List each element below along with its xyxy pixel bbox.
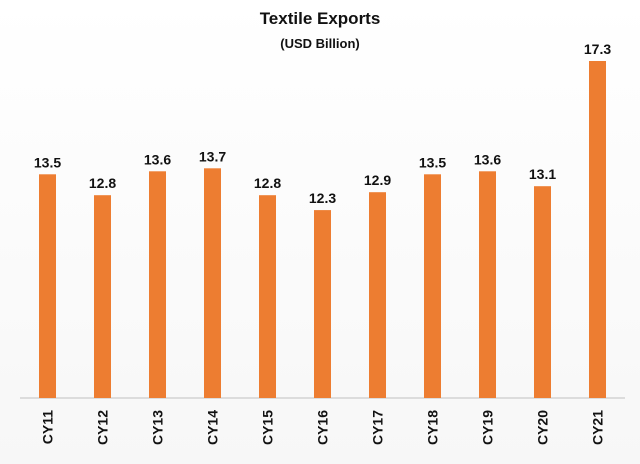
x-tick-label-cy13: CY13 [150, 410, 166, 445]
data-label-cy19: 13.6 [474, 151, 501, 167]
chart-subtitle: (USD Billion) [280, 36, 360, 51]
bar-cy21 [589, 61, 606, 398]
bar-cy18 [424, 174, 441, 398]
data-label-cy18: 13.5 [419, 154, 446, 170]
data-label-cy20: 13.1 [529, 166, 556, 182]
x-tick-label-cy19: CY19 [480, 410, 496, 445]
x-tick-label-cy15: CY15 [260, 410, 276, 445]
x-tick-label-cy21: CY21 [590, 410, 606, 445]
bar-cy12 [94, 195, 111, 398]
x-tick-label-cy11: CY11 [40, 410, 56, 444]
data-label-cy15: 12.8 [254, 175, 281, 191]
chart-title: Textile Exports [259, 9, 381, 28]
bar-cy15 [259, 195, 276, 398]
bar-cy20 [534, 186, 551, 398]
data-label-cy16: 12.3 [309, 190, 336, 206]
x-tick-label-cy12: CY12 [95, 410, 111, 445]
x-tick-label-cy18: CY18 [425, 410, 441, 445]
bar-cy19 [479, 171, 496, 398]
x-tick-label-cy17: CY17 [370, 410, 386, 445]
bar-cy16 [314, 210, 331, 398]
bar-cy14 [204, 168, 221, 398]
bar-cy13 [149, 171, 166, 398]
data-label-cy12: 12.8 [89, 175, 116, 191]
bar-cy17 [369, 192, 386, 398]
data-label-cy13: 13.6 [144, 151, 171, 167]
data-label-cy21: 17.3 [584, 41, 611, 57]
bar-cy11 [39, 174, 56, 398]
data-label-cy17: 12.9 [364, 172, 391, 188]
x-tick-label-cy14: CY14 [205, 410, 221, 445]
data-label-cy11: 13.5 [34, 154, 61, 170]
x-tick-label-cy20: CY20 [535, 410, 551, 445]
x-tick-label-cy16: CY16 [315, 410, 331, 445]
data-label-cy14: 13.7 [199, 148, 226, 164]
